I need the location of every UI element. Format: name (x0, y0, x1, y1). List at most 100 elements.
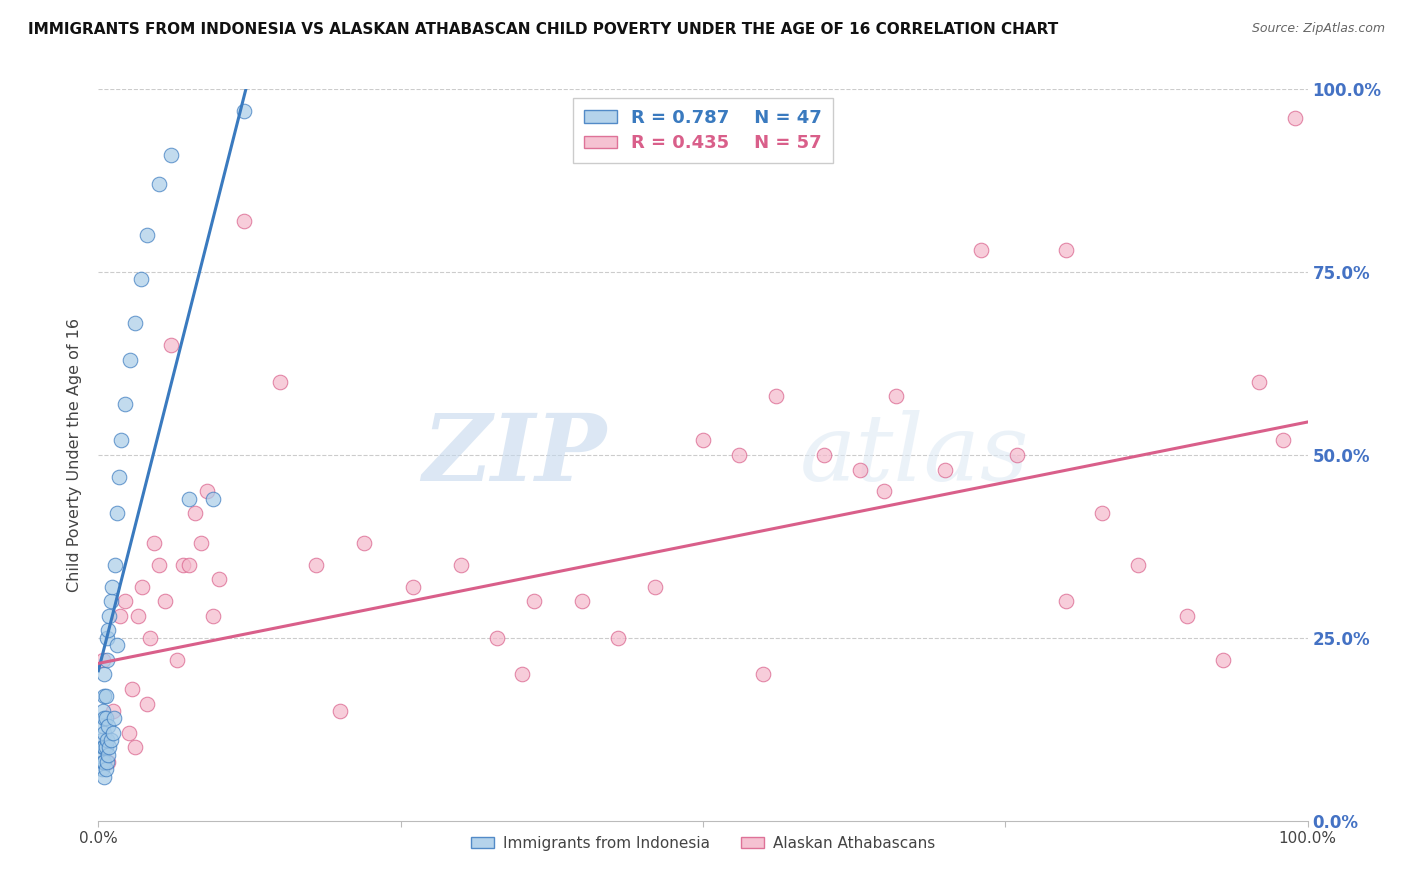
Immigrants from Indonesia (91, 718, 114, 732)
Immigrants from Indonesia (100, 594, 122, 608)
Immigrants from Indonesia (91, 733, 114, 747)
Alaskan Athabascans (692, 434, 714, 448)
Alaskan Athabascans (813, 448, 835, 462)
Immigrants from Indonesia (91, 747, 114, 762)
Alaskan Athabascans (190, 535, 212, 549)
Alaskan Athabascans (232, 214, 254, 228)
Alaskan Athabascans (644, 580, 666, 594)
Immigrants from Indonesia (96, 653, 118, 667)
Alaskan Athabascans (607, 631, 630, 645)
Immigrants from Indonesia (96, 755, 118, 769)
Immigrants from Indonesia (91, 704, 114, 718)
Alaskan Athabascans (91, 653, 114, 667)
Alaskan Athabascans (135, 697, 157, 711)
Immigrants from Indonesia (93, 690, 115, 704)
Text: ZIP: ZIP (422, 410, 606, 500)
Immigrants from Indonesia (94, 690, 117, 704)
Alaskan Athabascans (329, 704, 352, 718)
Immigrants from Indonesia (202, 491, 225, 506)
Alaskan Athabascans (1007, 448, 1029, 462)
Alaskan Athabascans (127, 608, 149, 623)
Alaskan Athabascans (305, 558, 328, 572)
Alaskan Athabascans (571, 594, 593, 608)
Immigrants from Indonesia (100, 580, 122, 594)
Alaskan Athabascans (195, 484, 218, 499)
Immigrants from Indonesia (94, 763, 117, 777)
Immigrants from Indonesia (124, 316, 146, 330)
Text: atlas: atlas (800, 410, 1029, 500)
Alaskan Athabascans (160, 338, 183, 352)
Alaskan Athabascans (510, 667, 533, 681)
Text: IMMIGRANTS FROM INDONESIA VS ALASKAN ATHABASCAN CHILD POVERTY UNDER THE AGE OF 1: IMMIGRANTS FROM INDONESIA VS ALASKAN ATH… (28, 22, 1059, 37)
Immigrants from Indonesia (97, 747, 120, 762)
Alaskan Athabascans (124, 740, 146, 755)
Immigrants from Indonesia (91, 763, 114, 777)
Alaskan Athabascans (486, 631, 509, 645)
Alaskan Athabascans (353, 535, 375, 549)
Alaskan Athabascans (1212, 653, 1234, 667)
Immigrants from Indonesia (94, 740, 117, 755)
Immigrants from Indonesia (103, 711, 125, 725)
Immigrants from Indonesia (179, 491, 201, 506)
Immigrants from Indonesia (148, 178, 170, 192)
Immigrants from Indonesia (96, 733, 118, 747)
Immigrants from Indonesia (91, 755, 114, 769)
Alaskan Athabascans (886, 389, 908, 403)
Alaskan Athabascans (934, 462, 956, 476)
Alaskan Athabascans (101, 704, 124, 718)
Immigrants from Indonesia (100, 733, 122, 747)
Immigrants from Indonesia (135, 228, 157, 243)
Legend: Immigrants from Indonesia, Alaskan Athabascans: Immigrants from Indonesia, Alaskan Athab… (465, 830, 941, 857)
Immigrants from Indonesia (93, 740, 115, 755)
Immigrants from Indonesia (93, 711, 115, 725)
Alaskan Athabascans (184, 507, 207, 521)
Alaskan Athabascans (202, 608, 225, 623)
Alaskan Athabascans (1054, 594, 1077, 608)
Immigrants from Indonesia (129, 272, 152, 286)
Alaskan Athabascans (752, 667, 775, 681)
Alaskan Athabascans (114, 594, 136, 608)
Y-axis label: Child Poverty Under the Age of 16: Child Poverty Under the Age of 16 (67, 318, 83, 592)
Alaskan Athabascans (765, 389, 787, 403)
Alaskan Athabascans (873, 484, 896, 499)
Alaskan Athabascans (1175, 608, 1198, 623)
Alaskan Athabascans (143, 535, 166, 549)
Alaskan Athabascans (1128, 558, 1150, 572)
Alaskan Athabascans (402, 580, 425, 594)
Alaskan Athabascans (208, 572, 231, 586)
Alaskan Athabascans (1272, 434, 1295, 448)
Immigrants from Indonesia (118, 352, 141, 367)
Immigrants from Indonesia (104, 558, 127, 572)
Immigrants from Indonesia (105, 638, 128, 652)
Alaskan Athabascans (523, 594, 546, 608)
Immigrants from Indonesia (97, 718, 120, 732)
Alaskan Athabascans (450, 558, 472, 572)
Alaskan Athabascans (849, 462, 872, 476)
Immigrants from Indonesia (93, 726, 115, 740)
Immigrants from Indonesia (114, 397, 136, 411)
Text: Source: ZipAtlas.com: Source: ZipAtlas.com (1251, 22, 1385, 36)
Immigrants from Indonesia (94, 711, 117, 725)
Alaskan Athabascans (153, 594, 176, 608)
Alaskan Athabascans (1284, 112, 1306, 126)
Alaskan Athabascans (728, 448, 751, 462)
Immigrants from Indonesia (98, 608, 121, 623)
Alaskan Athabascans (172, 558, 194, 572)
Alaskan Athabascans (97, 755, 120, 769)
Alaskan Athabascans (118, 726, 141, 740)
Immigrants from Indonesia (96, 631, 118, 645)
Immigrants from Indonesia (98, 740, 121, 755)
Alaskan Athabascans (148, 558, 170, 572)
Immigrants from Indonesia (97, 624, 120, 638)
Alaskan Athabascans (131, 580, 153, 594)
Immigrants from Indonesia (93, 755, 115, 769)
Alaskan Athabascans (269, 375, 291, 389)
Alaskan Athabascans (970, 243, 993, 257)
Alaskan Athabascans (108, 608, 131, 623)
Immigrants from Indonesia (93, 667, 115, 681)
Immigrants from Indonesia (160, 148, 183, 162)
Alaskan Athabascans (1054, 243, 1077, 257)
Immigrants from Indonesia (101, 726, 124, 740)
Immigrants from Indonesia (108, 470, 131, 484)
Immigrants from Indonesia (232, 104, 254, 119)
